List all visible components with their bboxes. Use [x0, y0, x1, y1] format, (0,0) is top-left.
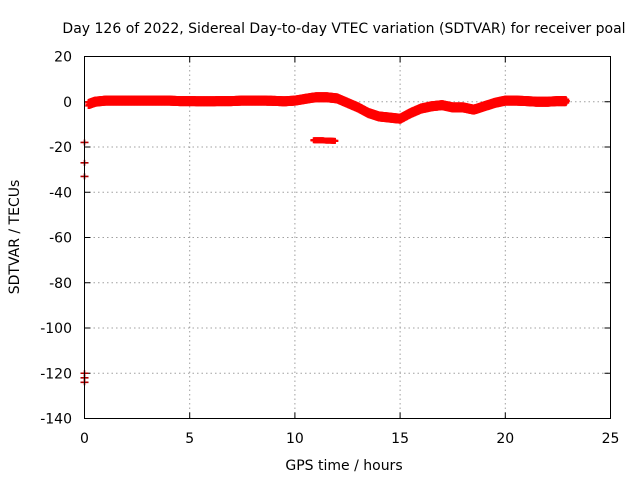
- y-tick-label: -40: [49, 185, 72, 201]
- x-tick-label: 20: [496, 431, 514, 447]
- x-tick-label: 10: [286, 431, 304, 447]
- plot-frame: [84, 56, 611, 419]
- x-tick-label: 0: [80, 431, 89, 447]
- x-tick-label: 25: [602, 431, 620, 447]
- y-tick-label: -120: [40, 366, 72, 382]
- y-axis-label: SDTVAR / TECUs: [7, 180, 23, 295]
- grid-lines: [84, 56, 611, 419]
- data-series: [80, 92, 570, 386]
- x-tick-label: 15: [391, 431, 409, 447]
- y-tick-label: -80: [49, 276, 72, 292]
- chart-title: Day 126 of 2022, Sidereal Day-to-day VTE…: [62, 21, 625, 37]
- series-isolated-segment: [310, 137, 339, 144]
- y-tick-labels: 20 0 -20 -40 -60 -80 -100 -120 -140: [40, 50, 72, 428]
- tick-marks: [84, 56, 611, 419]
- y-tick-label: -100: [40, 321, 72, 337]
- data-point: [562, 97, 570, 106]
- data-point: [331, 137, 339, 144]
- y-tick-label: -60: [49, 231, 72, 247]
- y-tick-label: 0: [63, 95, 72, 111]
- series-main: [85, 92, 570, 124]
- y-tick-label: -20: [49, 140, 72, 156]
- y-tick-label: -140: [40, 412, 72, 428]
- x-tick-label: 5: [185, 431, 194, 447]
- y-tick-label: 20: [54, 50, 72, 66]
- x-axis-label: GPS time / hours: [285, 458, 402, 474]
- x-tick-labels: 0 5 10 15 20 25: [80, 431, 619, 447]
